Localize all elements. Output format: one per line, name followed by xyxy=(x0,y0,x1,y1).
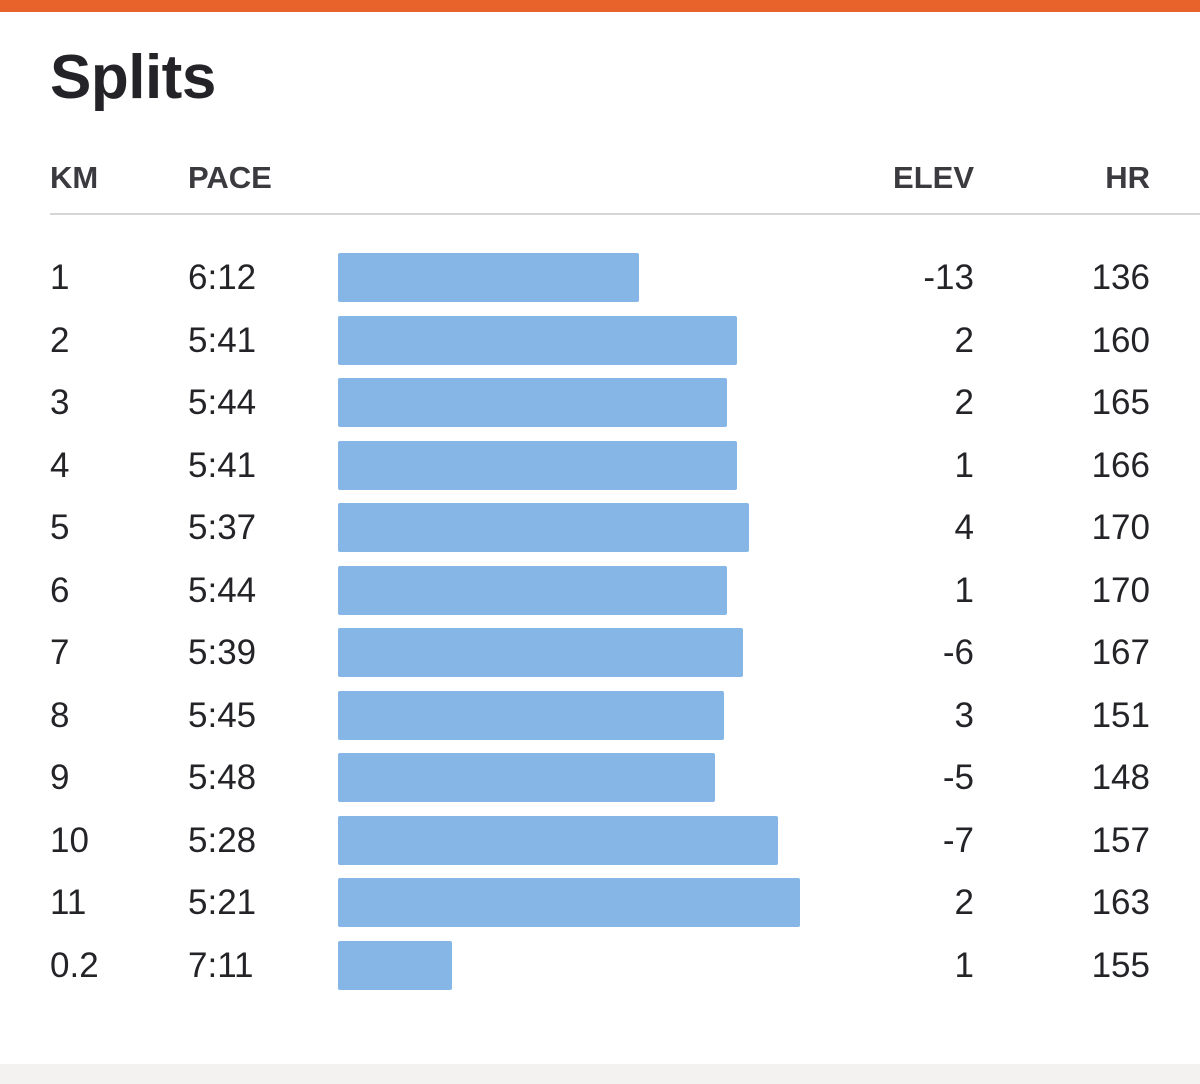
split-row[interactable]: 3 5:44 2 165 xyxy=(0,372,1200,435)
split-heart-rate: 136 xyxy=(1091,258,1150,297)
split-heart-rate: 166 xyxy=(1091,445,1150,485)
pace-bar xyxy=(338,753,715,802)
pace-bar xyxy=(338,503,749,552)
split-row[interactable]: 10 5:28 -7 157 xyxy=(0,810,1200,873)
splits-table-body: 1 6:12 -13 136 2 5:41 2 160 3 5:44 2 165 4 5:41 1 166 5 5… xyxy=(0,247,1200,997)
split-km: 10 xyxy=(50,820,89,860)
split-elevation: -13 xyxy=(923,258,974,297)
split-km: 5 xyxy=(50,508,70,547)
split-km: 2 xyxy=(50,320,70,360)
split-heart-rate: 151 xyxy=(1091,695,1150,735)
accent-top-bar xyxy=(0,0,1200,12)
split-heart-rate: 157 xyxy=(1091,820,1150,860)
split-row[interactable]: 6 5:44 1 170 xyxy=(0,560,1200,623)
split-row[interactable]: 0.2 7:11 1 155 xyxy=(0,935,1200,998)
split-heart-rate: 155 xyxy=(1091,945,1150,985)
split-row[interactable]: 7 5:39 -6 167 xyxy=(0,622,1200,685)
pace-bar xyxy=(338,440,737,490)
split-heart-rate: 167 xyxy=(1091,633,1150,672)
splits-table-header: KM PACE ELEV HR xyxy=(0,154,1200,204)
pace-bar xyxy=(338,628,743,677)
split-pace: 5:48 xyxy=(188,758,257,797)
split-km: 3 xyxy=(50,383,70,422)
pace-bar xyxy=(338,378,727,427)
split-elevation: -6 xyxy=(942,633,974,672)
split-elevation: 1 xyxy=(954,570,974,610)
split-elevation: 2 xyxy=(954,383,974,422)
page-title: Splits xyxy=(50,43,216,112)
column-header-hr: HR xyxy=(1105,160,1150,195)
split-km: 7 xyxy=(50,633,70,672)
split-elevation: 1 xyxy=(954,445,974,485)
split-pace: 5:45 xyxy=(188,695,257,735)
split-pace: 6:12 xyxy=(188,258,257,297)
column-header-elev: ELEV xyxy=(893,160,974,195)
split-pace: 7:11 xyxy=(188,945,254,985)
split-elevation: 1 xyxy=(954,945,974,985)
split-km: 1 xyxy=(50,258,70,297)
pace-bar xyxy=(338,815,778,865)
split-km: 11 xyxy=(50,883,87,922)
split-heart-rate: 148 xyxy=(1091,758,1150,797)
split-elevation: -7 xyxy=(942,820,974,860)
split-row[interactable]: 8 5:45 3 151 xyxy=(0,685,1200,748)
split-heart-rate: 160 xyxy=(1091,320,1150,360)
split-heart-rate: 165 xyxy=(1091,383,1150,422)
split-pace: 5:21 xyxy=(188,883,257,922)
split-km: 0.2 xyxy=(50,945,99,985)
split-elevation: 4 xyxy=(954,508,974,547)
column-header-km: KM xyxy=(50,160,99,195)
pace-bar xyxy=(338,940,452,990)
split-row[interactable]: 4 5:41 1 166 xyxy=(0,435,1200,498)
split-pace: 5:41 xyxy=(188,320,257,360)
split-row[interactable]: 1 6:12 -13 136 xyxy=(0,247,1200,310)
pace-bar xyxy=(338,878,800,927)
header-divider xyxy=(50,213,1200,215)
split-pace: 5:44 xyxy=(188,383,257,422)
split-pace: 5:39 xyxy=(188,633,257,672)
split-row[interactable]: 9 5:48 -5 148 xyxy=(0,747,1200,810)
split-row[interactable]: 11 5:21 2 163 xyxy=(0,872,1200,935)
split-elevation: 2 xyxy=(954,883,974,922)
split-pace: 5:37 xyxy=(188,508,257,547)
split-km: 4 xyxy=(50,445,70,485)
split-heart-rate: 170 xyxy=(1091,570,1150,610)
split-heart-rate: 163 xyxy=(1091,883,1150,922)
split-pace: 5:44 xyxy=(188,570,257,610)
split-km: 9 xyxy=(50,758,70,797)
split-row[interactable]: 2 5:41 2 160 xyxy=(0,310,1200,373)
pace-bar xyxy=(338,565,727,615)
split-row[interactable]: 5 5:37 4 170 xyxy=(0,497,1200,560)
split-elevation: 3 xyxy=(954,695,974,735)
pace-bar xyxy=(338,315,737,365)
split-km: 8 xyxy=(50,695,70,735)
split-elevation: 2 xyxy=(954,320,974,360)
pace-bar xyxy=(338,690,724,740)
pace-bar xyxy=(338,253,639,302)
split-elevation: -5 xyxy=(942,758,974,797)
split-km: 6 xyxy=(50,570,70,610)
split-pace: 5:28 xyxy=(188,820,257,860)
footer-band xyxy=(0,1064,1200,1084)
column-header-pace: PACE xyxy=(188,160,272,195)
split-heart-rate: 170 xyxy=(1091,508,1150,547)
split-pace: 5:41 xyxy=(188,445,257,485)
